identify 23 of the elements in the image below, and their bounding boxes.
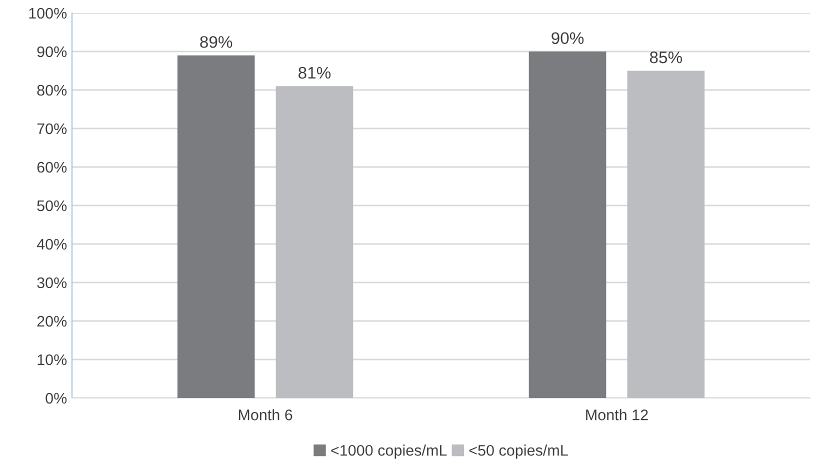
bar [177,55,255,398]
y-tick-label: 60% [37,162,67,173]
bar [528,52,606,398]
y-tick-label: 20% [37,316,67,327]
y-tick-label: 0% [46,392,67,404]
y-tick-label: 40% [36,238,67,250]
y-tick-label: 90% [37,46,67,58]
x-tick-label: Month 6 [238,409,292,420]
data-label: 85% [650,51,682,64]
bar [276,86,354,398]
y-tick-label: 100% [29,8,67,19]
legend-label: <50 copies/mL [469,444,568,459]
y-tick-label: 50% [37,200,67,212]
bar [627,70,705,398]
y-tick-label: 30% [37,277,67,288]
legend-label: <1000 copies/mL [331,444,447,459]
data-label: 81% [298,66,331,79]
data-label: 89% [200,36,232,48]
y-tick-label: 10% [38,354,67,366]
y-tick-label: 70% [37,123,67,134]
y-tick-label: 80% [37,84,67,96]
data-label: 90% [552,32,584,44]
x-tick-label: Month 12 [586,409,648,420]
